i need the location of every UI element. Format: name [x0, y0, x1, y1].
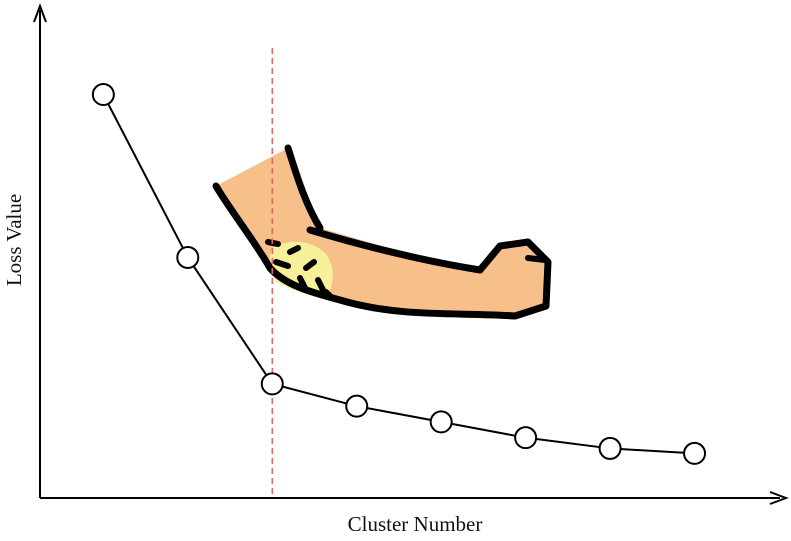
data-point-7 — [598, 436, 622, 460]
x-axis-label: Cluster Number — [348, 512, 483, 536]
data-point-4 — [345, 394, 369, 418]
flexed-arm-icon — [212, 144, 552, 320]
axes — [33, 3, 789, 505]
y-axis-label: Loss Value — [2, 194, 26, 286]
data-point-1 — [91, 83, 115, 107]
x-axis-arrow-icon — [769, 491, 789, 505]
data-point-2 — [176, 245, 200, 269]
y-axis-arrow-icon — [33, 3, 47, 23]
data-point-3 — [260, 372, 284, 396]
data-point-8 — [683, 441, 707, 465]
data-point-5 — [429, 410, 453, 434]
series-line — [102, 94, 695, 455]
loss-series — [91, 83, 707, 465]
data-point-6 — [514, 426, 538, 450]
